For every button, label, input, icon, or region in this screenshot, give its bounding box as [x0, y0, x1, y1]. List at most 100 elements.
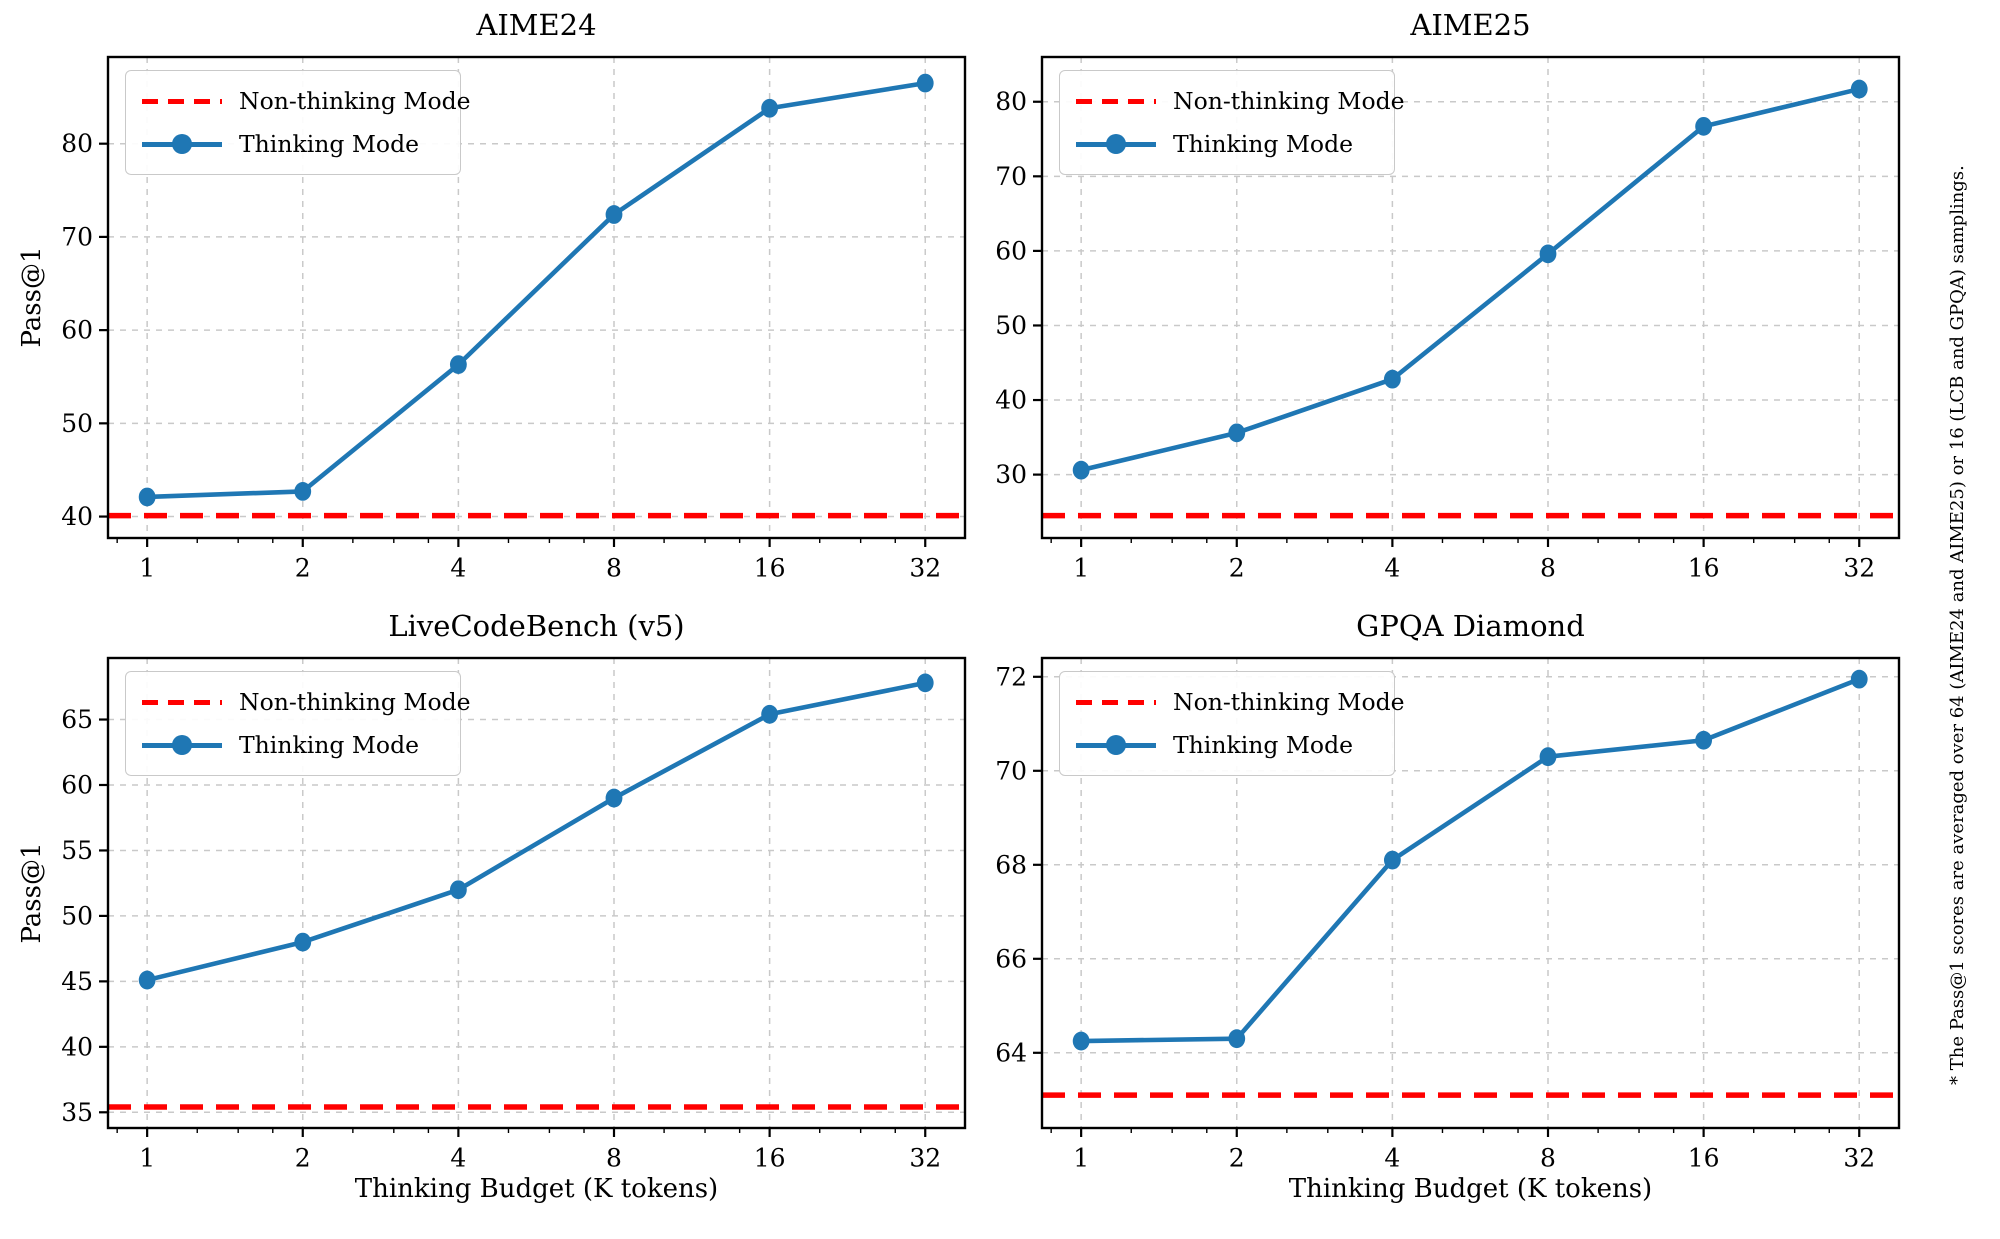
- y-tick-label: 68: [995, 850, 1027, 879]
- x-tick-label: 32: [1843, 1143, 1875, 1172]
- x-tick-label: 1: [139, 553, 155, 582]
- footnote: * The Pass@1 scores are averaged over 64…: [1947, 165, 1968, 1085]
- legend-label: Thinking Mode: [239, 130, 420, 158]
- line-marker-sample-icon: [1076, 134, 1156, 154]
- x-axis-label-right: Thinking Budget (K tokens): [1288, 1174, 1653, 1204]
- data-point-marker: [1539, 244, 1557, 264]
- y-tick-label: 70: [995, 756, 1027, 785]
- plot-frame: [1040, 55, 1901, 540]
- data-point-marker: [1850, 79, 1868, 99]
- x-tick-label: 1: [1073, 1143, 1089, 1172]
- thinking-line: [1078, 676, 1862, 1044]
- data-point-marker: [761, 98, 779, 118]
- y-tick-label: 40: [995, 386, 1027, 415]
- x-tick-label: 8: [606, 553, 622, 582]
- data-point-marker: [1383, 850, 1401, 870]
- y-tick-label: 65: [61, 705, 93, 734]
- y-axis-label-top-row: Pass@1: [17, 246, 47, 348]
- y-tick-label: 50: [61, 409, 93, 438]
- y-tick-label: 70: [61, 222, 93, 251]
- x-tick-label: 4: [1384, 1143, 1400, 1172]
- legend-item-non-thinking: Non-thinking Mode: [142, 83, 471, 119]
- x-tick-label: 2: [1229, 553, 1245, 582]
- legend-label: Thinking Mode: [1173, 731, 1354, 759]
- y-tick-label: 45: [61, 967, 93, 996]
- y-tick-label: 40: [61, 1032, 93, 1061]
- x-tick-label: 2: [295, 1143, 311, 1172]
- data-point-marker: [138, 487, 156, 507]
- legend-item-thinking: Thinking Mode: [142, 126, 444, 162]
- marker-dot-icon: [172, 134, 192, 154]
- x-tick-label: 1: [139, 1143, 155, 1172]
- data-point-marker: [1072, 1031, 1090, 1051]
- thinking-line: [1078, 86, 1862, 473]
- subplot-gpqa-diamond: 1 2 4 8 16 32 64 66 68 70 72: [995, 656, 1901, 1172]
- legend-item-non-thinking: Non-thinking Mode: [142, 684, 471, 720]
- x-tick-label: 16: [754, 553, 786, 582]
- data-point-marker: [1850, 669, 1868, 689]
- y-tick-label: 55: [61, 836, 93, 865]
- data-point-marker: [916, 673, 934, 693]
- dashed-line-sample-icon: [1076, 98, 1156, 104]
- legend-item-thinking: Thinking Mode: [1076, 126, 1378, 162]
- plot-frame: [106, 55, 967, 540]
- plot-frame: [106, 656, 967, 1130]
- x-tick-label: 16: [1688, 553, 1720, 582]
- x-tick-label: 2: [1229, 1143, 1245, 1172]
- y-tick-label: 72: [995, 662, 1027, 691]
- x-tick-label: 4: [450, 1143, 466, 1172]
- data-point-marker: [294, 932, 312, 952]
- x-tick-label: 32: [909, 553, 941, 582]
- legend-gpqa-diamond: Non-thinking Mode Thinking Mode: [1059, 671, 1405, 776]
- thinking-line: [144, 80, 928, 500]
- marker-dot-icon: [1106, 134, 1126, 154]
- x-axis-label-left: Thinking Budget (K tokens): [354, 1174, 719, 1204]
- x-tick-label: 2: [295, 553, 311, 582]
- data-point-marker: [605, 205, 623, 224]
- data-point-marker: [138, 970, 156, 990]
- subplot-title-aime24: AIME24: [476, 8, 597, 42]
- x-tick-label: 16: [1688, 1143, 1720, 1172]
- x-tick-label: 8: [1540, 1143, 1556, 1172]
- legend-label: Non-thinking Mode: [1173, 87, 1405, 115]
- data-point-marker: [1383, 369, 1401, 389]
- y-tick-label: 70: [995, 162, 1027, 191]
- data-point-marker: [449, 880, 467, 900]
- subplot-title-gpqa-diamond: GPQA Diamond: [1356, 609, 1585, 643]
- x-tick-label: 1: [1073, 553, 1089, 582]
- x-tick-label: 32: [1843, 553, 1875, 582]
- y-tick-label: 50: [995, 311, 1027, 340]
- data-point-marker: [294, 481, 312, 501]
- data-point-marker: [1072, 460, 1090, 480]
- dashed-line-sample-icon: [1076, 699, 1156, 705]
- data-point-marker: [1695, 116, 1713, 136]
- legend-livecodebench: Non-thinking Mode Thinking Mode: [125, 671, 471, 776]
- y-tick-label: 64: [995, 1038, 1027, 1067]
- thinking-line: [144, 680, 928, 983]
- y-tick-label: 60: [995, 236, 1027, 265]
- legend-item-non-thinking: Non-thinking Mode: [1076, 83, 1405, 119]
- y-tick-label: 66: [995, 944, 1027, 973]
- y-tick-label: 30: [995, 460, 1027, 489]
- x-tick-label: 4: [1384, 553, 1400, 582]
- legend-label: Thinking Mode: [1173, 130, 1354, 158]
- legend-item-thinking: Thinking Mode: [142, 727, 444, 763]
- x-tick-label: 8: [1540, 553, 1556, 582]
- y-tick-label: 60: [61, 770, 93, 799]
- data-point-marker: [1539, 747, 1557, 767]
- y-tick-label: 80: [61, 129, 93, 158]
- data-point-marker: [605, 788, 623, 808]
- legend-item-thinking: Thinking Mode: [1076, 727, 1378, 763]
- subplot-title-livecodebench: LiveCodeBench (v5): [388, 609, 685, 643]
- subplot-aime24: 1 2 4 8 16 32 40 50 60 70 80: [61, 55, 967, 582]
- legend-item-non-thinking: Non-thinking Mode: [1076, 684, 1405, 720]
- legend-aime24: Non-thinking Mode Thinking Mode: [125, 70, 471, 175]
- x-tick-label: 4: [450, 553, 466, 582]
- data-point-marker: [1228, 1029, 1246, 1049]
- legend-label: Thinking Mode: [239, 731, 420, 759]
- legend-label: Non-thinking Mode: [1173, 688, 1405, 716]
- dashed-line-sample-icon: [142, 98, 222, 104]
- data-point-marker: [1228, 423, 1246, 443]
